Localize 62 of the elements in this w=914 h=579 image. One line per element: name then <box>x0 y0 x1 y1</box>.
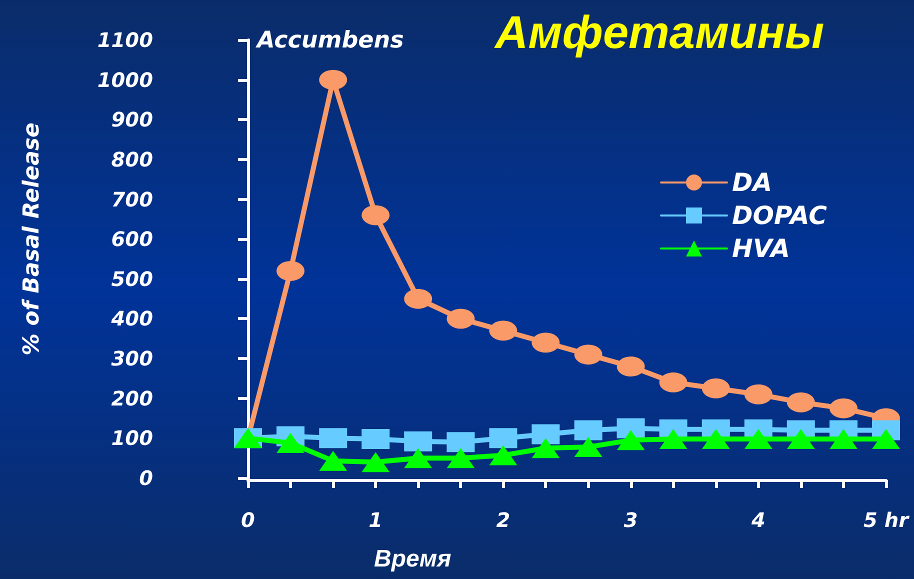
point <box>532 438 560 458</box>
y-tick-label: 700 <box>111 187 154 212</box>
point <box>446 448 475 468</box>
y-tick-label: 800 <box>111 147 154 172</box>
point <box>362 428 390 449</box>
point <box>744 384 772 404</box>
y-tick-label: 500 <box>111 266 154 291</box>
point <box>616 356 645 376</box>
chart-title: Амфетамины <box>494 6 824 58</box>
point <box>616 418 645 438</box>
x-tick-label: 2 <box>496 508 510 532</box>
point <box>872 428 900 449</box>
legend-label: DA <box>732 168 772 197</box>
y-tick-label: 300 <box>111 346 154 371</box>
y-axis-title: % of Basal Release <box>20 122 44 356</box>
point <box>786 392 815 412</box>
point <box>362 205 390 226</box>
point <box>319 428 348 448</box>
point <box>574 344 602 365</box>
y-tick-label: 200 <box>111 386 154 410</box>
legend-label: HVA <box>732 234 790 263</box>
legend-label: DOPAC <box>732 201 828 230</box>
x-tick-label: 1 <box>368 508 383 532</box>
point <box>362 452 390 472</box>
y-tick-label: 0 <box>139 466 154 490</box>
point <box>830 428 858 449</box>
x-tick-label: 3 <box>624 508 638 532</box>
point <box>404 288 432 309</box>
point <box>616 430 645 450</box>
point <box>276 260 304 281</box>
point <box>574 436 602 457</box>
x-tick-label: 5 hr <box>864 508 910 532</box>
point <box>446 308 475 329</box>
y-tick-label: 900 <box>111 108 154 132</box>
x-axis-title: Время <box>374 546 452 572</box>
point <box>574 420 602 440</box>
point <box>830 398 858 418</box>
point <box>489 320 518 341</box>
point <box>404 431 432 452</box>
x-tick-label: 0 <box>241 508 256 532</box>
point <box>404 448 432 468</box>
point <box>532 332 560 353</box>
y-tick-label: 1000 <box>97 68 154 92</box>
y-tick-label: 600 <box>111 227 154 252</box>
y-tick-label: 400 <box>110 306 154 331</box>
y-tick-label: 1100 <box>97 28 154 52</box>
point <box>786 428 815 449</box>
point <box>744 428 772 449</box>
point <box>659 428 688 449</box>
point <box>319 70 348 90</box>
point <box>276 432 304 453</box>
point <box>659 372 688 392</box>
point <box>489 428 518 448</box>
point <box>489 445 518 466</box>
chart-subtitle: Accumbens <box>255 28 404 54</box>
point <box>532 424 560 444</box>
point <box>702 378 730 398</box>
point <box>446 432 475 452</box>
point <box>319 450 348 471</box>
x-tick-label: 4 <box>750 508 766 532</box>
y-tick-label: 100 <box>111 426 154 450</box>
point <box>702 428 730 449</box>
